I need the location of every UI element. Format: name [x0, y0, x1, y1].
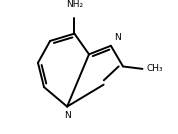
Text: CH₃: CH₃	[146, 64, 163, 73]
Text: N: N	[64, 111, 70, 120]
Text: N: N	[114, 33, 121, 42]
Text: NH₂: NH₂	[66, 0, 83, 9]
